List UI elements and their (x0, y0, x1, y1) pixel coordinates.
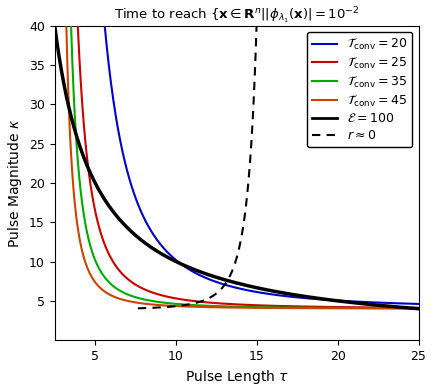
Legend: $\mathcal{T}_{\mathrm{conv}} = 20$, $\mathcal{T}_{\mathrm{conv}} = 25$, $\mathca: $\mathcal{T}_{\mathrm{conv}} = 20$, $\ma… (307, 32, 412, 147)
Title: Time to reach $\{\mathbf{x} \in \mathbf{R}^n||\phi_{\lambda_1}(\mathbf{x})| = 10: Time to reach $\{\mathbf{x} \in \mathbf{… (114, 5, 359, 26)
X-axis label: Pulse Length $\tau$: Pulse Length $\tau$ (184, 368, 289, 387)
Y-axis label: Pulse Magnitude $\kappa$: Pulse Magnitude $\kappa$ (6, 118, 24, 248)
